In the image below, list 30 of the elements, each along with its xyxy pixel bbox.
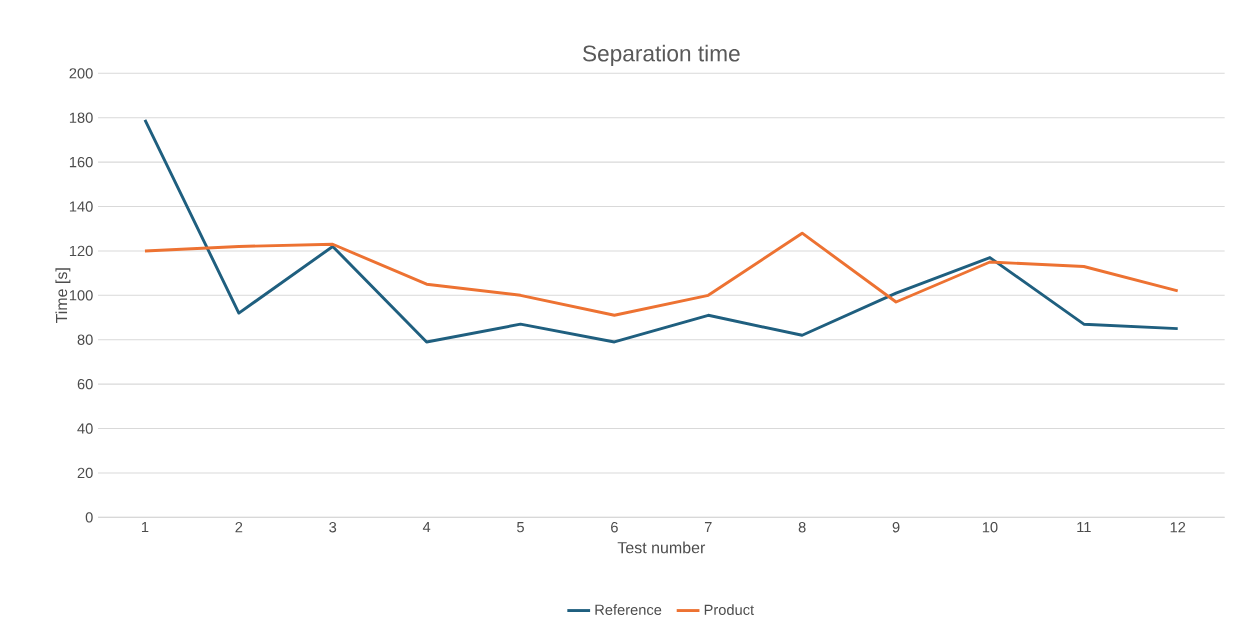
x-tick-label: 11: [1077, 521, 1091, 532]
y-tick-label: 20: [77, 467, 93, 478]
line-series: [143, 231, 1180, 317]
x-tick-label: 4: [422, 521, 431, 532]
y-tick-label: 100: [69, 289, 93, 301]
x-tick-label: 9: [892, 521, 900, 533]
x-tick-label: 2: [235, 521, 243, 533]
chart-title: Separation time: [582, 44, 740, 66]
y-tick-label: 60: [77, 378, 93, 390]
x-tick-label: 10: [982, 521, 998, 533]
y-tick-label: 80: [77, 334, 93, 345]
x-tick-label: 7: [704, 521, 712, 532]
y-tick-label: 0: [85, 511, 93, 523]
y-tick-label: 40: [77, 423, 93, 434]
y-tick-label: 120: [69, 245, 93, 256]
x-tick-label: 12: [1170, 521, 1186, 533]
y-tick-label: 180: [69, 112, 93, 123]
y-axis-title: Time [s]: [55, 268, 71, 323]
x-tick-label: 8: [798, 521, 806, 533]
y-tick-label: 200: [69, 67, 93, 79]
x-tick-label: 5: [517, 521, 524, 533]
x-axis-title: Test number: [617, 541, 706, 554]
x-tick-label: 1: [141, 521, 149, 532]
x-tick-label: 3: [329, 521, 337, 533]
legend-label: Product: [704, 604, 755, 615]
x-tick-label: 6: [611, 521, 618, 533]
legend-label: Reference: [595, 604, 662, 615]
y-tick-label: 160: [69, 156, 93, 168]
y-tick-label: 140: [69, 201, 93, 212]
line-series: [143, 118, 1180, 344]
